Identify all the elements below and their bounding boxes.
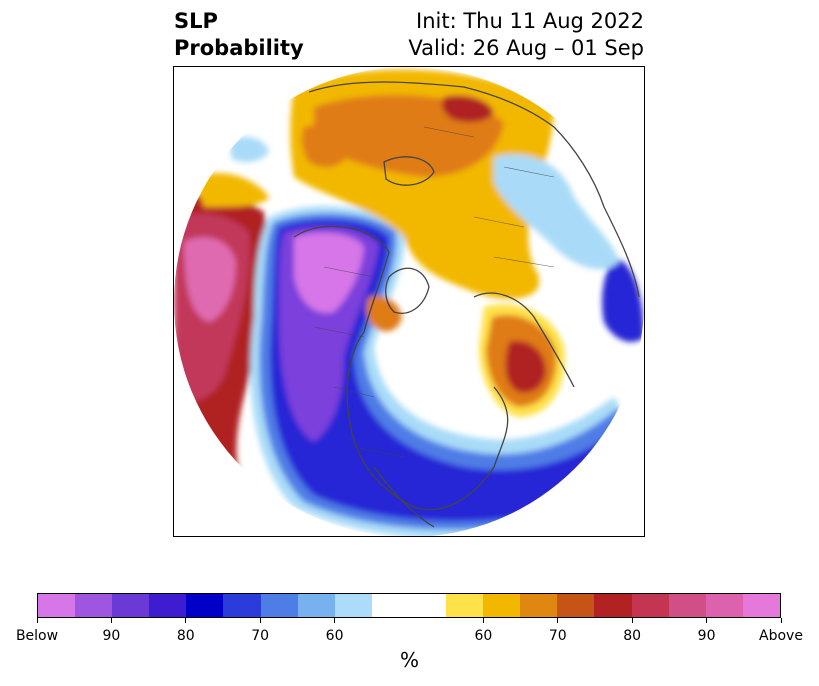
country-borders (313, 126, 555, 458)
colorbar-segment (186, 594, 224, 617)
colorbar-tick (36, 618, 38, 623)
colorbar-tick (780, 618, 782, 623)
colorbar-unit-label: % (399, 648, 419, 672)
colorbar-tick-label: 80 (623, 628, 642, 644)
colorbar-segment (594, 594, 632, 617)
colorbar-segment (483, 594, 521, 617)
colorbar-tick (110, 618, 112, 623)
colorbar-segment (557, 594, 595, 617)
coastline-north-america (293, 225, 509, 511)
colorbar-segment (149, 594, 187, 617)
colorbar-tick-label: 90 (102, 628, 121, 644)
colorbar-tick (185, 618, 187, 623)
atlantic-above-core (505, 341, 546, 393)
siberia-above-lobe (301, 125, 349, 168)
colorbar-segment (297, 594, 335, 617)
colorbar-tick-label: 90 (697, 628, 716, 644)
pacific-above-fringe (194, 173, 269, 207)
colorbar-ticks: Below 90 80 70 60 60 70 80 90 Above (16, 618, 803, 648)
arctic-above-core (442, 95, 494, 123)
colorbar-tick (557, 618, 559, 623)
colorbar-segment (334, 594, 372, 617)
colorbar-tick-label: Above (759, 628, 803, 644)
coastline-mexico (373, 466, 435, 528)
colorbar-segment (631, 594, 669, 617)
colorbar-segment (742, 594, 780, 617)
colorbar-segment (260, 594, 298, 617)
colorbar-segment (705, 594, 743, 617)
eurasia-below-weak (494, 154, 619, 270)
colorbar-tick-label: 70 (548, 628, 567, 644)
pacific-below-weak (229, 136, 269, 163)
map-dates: Init: Thu 11 Aug 2022 Valid: 26 Aug – 01… (408, 8, 644, 62)
coastline-arctic-islands (383, 156, 435, 186)
colorbar-tick (482, 618, 484, 623)
colorbar-segment (75, 594, 113, 617)
colorbar-tick-label: 70 (251, 628, 270, 644)
coastline-greenland (385, 267, 430, 314)
colorbar-tick-label: 60 (474, 628, 493, 644)
map-title: SLP Probability (174, 8, 304, 62)
america-below-max (294, 232, 364, 313)
europe-below-lobe (602, 257, 644, 342)
coastline-eurasia (308, 81, 640, 298)
colorbar-segment (223, 594, 261, 617)
colorbar-tick-label: 60 (325, 628, 344, 644)
colorbar-segment (371, 594, 447, 617)
colorbar-tick (334, 618, 336, 623)
central-above-patch (366, 295, 402, 332)
polar-map (173, 66, 645, 537)
title-variable: SLP (174, 9, 218, 33)
colorbar-segment (112, 594, 150, 617)
coastline-europe (473, 292, 575, 388)
title-product: Probability (174, 36, 304, 60)
pacific-above-peak (184, 237, 236, 322)
colorbar (37, 593, 781, 618)
colorbar-segment (38, 594, 76, 617)
colorbar-tick (259, 618, 261, 623)
colorbar-segment (520, 594, 558, 617)
colorbar-segment (446, 594, 484, 617)
init-date: Init: Thu 11 Aug 2022 (416, 9, 644, 33)
colorbar-tick (706, 618, 708, 623)
colorbar-tick-label: Below (15, 628, 59, 644)
valid-range: Valid: 26 Aug – 01 Sep (408, 36, 644, 60)
colorbar-segment (668, 594, 706, 617)
colorbar-tick-label: 80 (176, 628, 195, 644)
colorbar-tick (631, 618, 633, 623)
